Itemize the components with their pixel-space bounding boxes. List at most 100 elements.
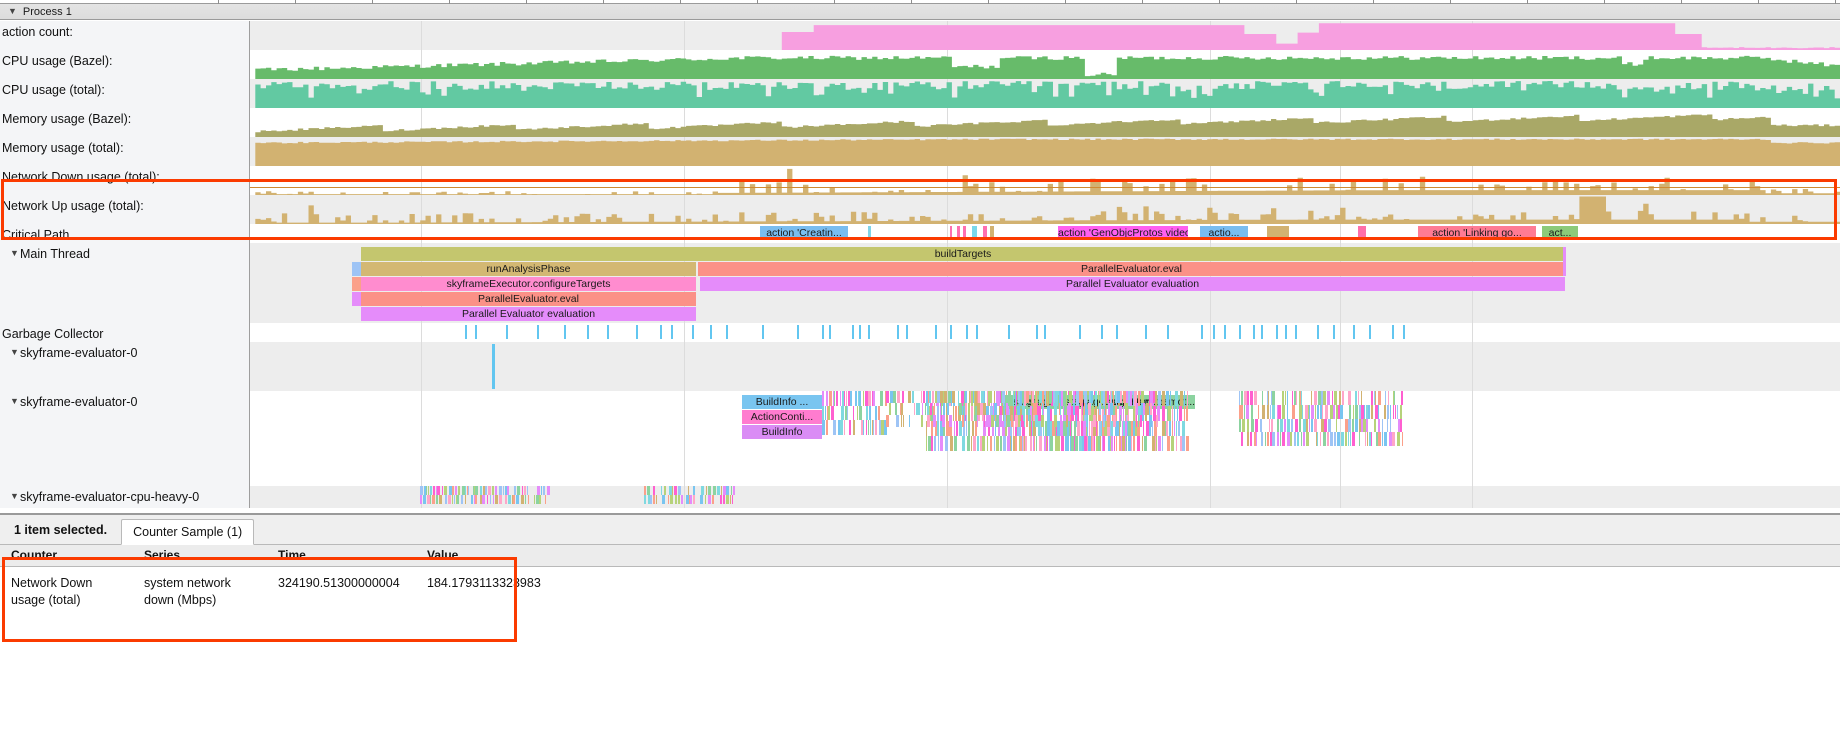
flame-block[interactable] xyxy=(1267,404,1269,419)
flame-block[interactable] xyxy=(977,391,978,406)
flame-block[interactable] xyxy=(1366,418,1368,433)
flame-block[interactable] xyxy=(1094,436,1095,451)
flame-block[interactable] xyxy=(1250,432,1252,446)
flame-block[interactable] xyxy=(1359,418,1361,433)
flame-block[interactable] xyxy=(1011,415,1013,427)
critical-path-slice[interactable] xyxy=(990,226,994,240)
flame-block[interactable] xyxy=(1033,421,1036,436)
flame-block[interactable] xyxy=(1054,421,1057,436)
flame-block[interactable] xyxy=(1149,415,1152,427)
flame-block[interactable] xyxy=(1099,403,1101,415)
flame-block[interactable] xyxy=(841,405,844,421)
flame-block[interactable] xyxy=(1241,404,1243,419)
gc-event[interactable] xyxy=(797,325,799,339)
flame-block[interactable] xyxy=(1152,421,1153,436)
flame-block[interactable] xyxy=(1158,436,1161,451)
flame-block[interactable] xyxy=(1311,418,1313,433)
flame-block[interactable] xyxy=(1152,436,1155,451)
flame-block[interactable] xyxy=(430,495,431,504)
flame-block[interactable] xyxy=(1060,406,1061,421)
flame-block[interactable] xyxy=(1093,421,1096,436)
flame-block[interactable]: BuildInfo xyxy=(742,425,822,439)
flame-block[interactable] xyxy=(855,391,857,406)
flame-block[interactable] xyxy=(1301,391,1302,405)
flame-block[interactable] xyxy=(1008,421,1010,436)
flame-block[interactable] xyxy=(678,495,680,504)
critical-path-slice[interactable]: act... xyxy=(1542,226,1578,240)
flame-block[interactable] xyxy=(1176,436,1177,451)
flame-block[interactable] xyxy=(1297,432,1299,446)
flame-block[interactable] xyxy=(1079,436,1082,451)
flame-block[interactable] xyxy=(996,415,997,427)
flame-block[interactable] xyxy=(1320,404,1322,419)
flame-block[interactable] xyxy=(959,421,962,436)
flame-block[interactable] xyxy=(1138,415,1139,427)
flame-block[interactable] xyxy=(954,436,957,451)
track-body-net-up[interactable] xyxy=(250,195,1840,224)
flame-block[interactable] xyxy=(1059,391,1061,406)
gc-event[interactable] xyxy=(465,325,467,339)
flame-block[interactable] xyxy=(475,495,477,504)
flame-block[interactable] xyxy=(1371,391,1373,405)
flame-block[interactable] xyxy=(1122,421,1123,436)
flame-block[interactable] xyxy=(1123,406,1124,421)
flame-block[interactable] xyxy=(1087,436,1088,451)
flame-block[interactable] xyxy=(1321,418,1324,433)
gc-event[interactable] xyxy=(692,325,694,339)
flame-block[interactable] xyxy=(1126,436,1127,451)
flame-block[interactable] xyxy=(996,436,999,451)
gc-event[interactable] xyxy=(1116,325,1118,339)
flame-block[interactable] xyxy=(873,420,874,435)
gc-event[interactable] xyxy=(1008,325,1010,339)
flame-block[interactable]: Parallel Evaluator evaluation xyxy=(700,277,1565,291)
flame-block[interactable] xyxy=(1029,415,1031,427)
flame-block[interactable] xyxy=(1056,421,1057,436)
flame-block[interactable] xyxy=(1105,391,1107,403)
column-header-counter[interactable]: Counter xyxy=(11,548,57,562)
flame-block[interactable] xyxy=(522,486,523,495)
flame-block[interactable] xyxy=(473,486,474,495)
flame-block[interactable] xyxy=(1025,436,1027,451)
flame-block[interactable] xyxy=(1137,436,1140,451)
flame-block[interactable] xyxy=(950,436,953,451)
slice-marker[interactable] xyxy=(492,344,495,389)
flame-block[interactable] xyxy=(1113,415,1116,427)
flame-block[interactable] xyxy=(1241,432,1243,446)
flame-block[interactable] xyxy=(919,403,920,415)
flame-block[interactable] xyxy=(949,415,952,427)
flame-block[interactable]: BuildInfo ... xyxy=(742,395,822,409)
triangle-down-icon[interactable]: ▼ xyxy=(10,396,19,406)
flame-block[interactable] xyxy=(968,403,970,415)
flame-block[interactable] xyxy=(1156,415,1158,427)
flame-block[interactable] xyxy=(935,421,937,436)
flame-block[interactable]: ParallelEvaluator.eval xyxy=(361,292,696,306)
flame-block[interactable] xyxy=(1009,421,1012,436)
flame-block[interactable] xyxy=(507,486,509,495)
track-label-main-thread[interactable]: ▼ Main Thread xyxy=(0,243,250,323)
flame-block[interactable] xyxy=(925,403,926,415)
flame-block[interactable] xyxy=(1180,436,1182,451)
flame-block[interactable] xyxy=(1287,404,1288,419)
track-body-critical-path[interactable]: action 'Creatin... action 'GenObjcProtos … xyxy=(250,224,1840,243)
gc-event[interactable] xyxy=(829,325,831,339)
gc-event[interactable] xyxy=(1403,325,1405,339)
flame-block[interactable] xyxy=(1390,404,1391,419)
flame-block[interactable] xyxy=(1353,404,1354,419)
flame-block[interactable] xyxy=(973,436,976,451)
flame-block[interactable] xyxy=(1064,391,1066,403)
flame-block[interactable] xyxy=(928,391,929,406)
flame-block[interactable] xyxy=(826,420,828,435)
flame-block[interactable] xyxy=(980,403,983,415)
flame-block[interactable] xyxy=(878,405,880,421)
flame-block[interactable] xyxy=(930,403,932,415)
flame-block[interactable] xyxy=(1398,418,1400,433)
flame-block[interactable] xyxy=(1291,418,1293,433)
flame-block[interactable] xyxy=(1073,403,1075,415)
flame-block[interactable] xyxy=(1101,421,1102,436)
flame-block[interactable] xyxy=(994,436,995,451)
flame-block[interactable] xyxy=(971,436,972,451)
flame-block[interactable] xyxy=(426,486,427,495)
flame-block[interactable] xyxy=(1018,391,1020,403)
flame-block[interactable] xyxy=(1348,432,1349,446)
flame-block[interactable] xyxy=(1322,404,1323,419)
